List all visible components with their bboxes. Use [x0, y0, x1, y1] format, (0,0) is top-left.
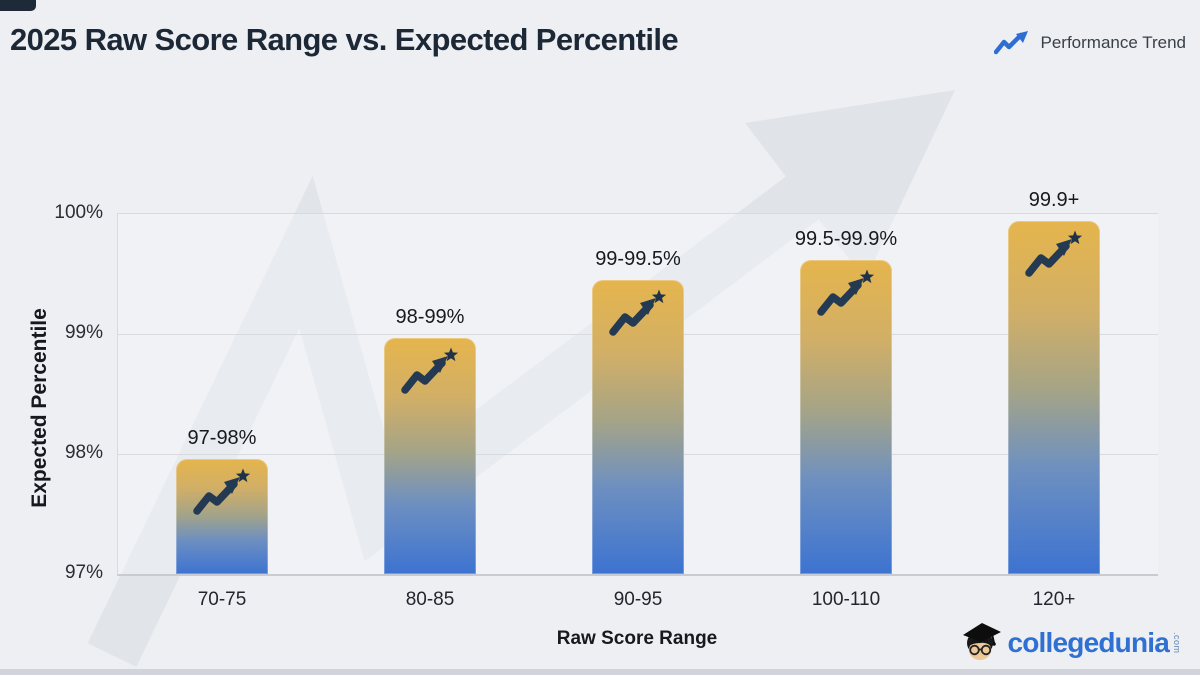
bar-column: 99.5-99.9% 100-110	[795, 228, 897, 610]
bar-value-label: 97-98%	[187, 427, 257, 449]
legend-label: Performance Trend	[1040, 33, 1186, 52]
trend-arrow-icon	[994, 31, 1029, 55]
y-tick-label: 97%	[64, 562, 103, 583]
legend: Performance Trend	[994, 30, 1186, 56]
brand-suffix: .com	[1172, 632, 1182, 654]
bar-column: 99.9+ 120+	[1008, 189, 1100, 610]
bar	[800, 260, 892, 574]
x-tick-label: 80-85	[405, 589, 455, 610]
bar	[176, 459, 268, 574]
x-axis-title: Raw Score Range	[556, 628, 718, 649]
bar	[592, 280, 684, 574]
x-tick-label: 90-95	[613, 589, 663, 610]
brand-name: collegedunia	[1007, 627, 1169, 658]
y-tick-label: 100%	[54, 202, 103, 223]
trend-arrow-star-icon	[1025, 230, 1083, 277]
y-tick-label: 99%	[64, 322, 103, 343]
bar	[1008, 221, 1100, 574]
bar-column: 97-98% 70-75	[176, 427, 268, 610]
bar	[384, 338, 476, 574]
bar-value-label: 99.5-99.9%	[794, 228, 898, 250]
bar-column: 98-99% 80-85	[384, 306, 476, 610]
brand-logo: collegedunia .com	[962, 619, 1182, 667]
plot-area: 97-98% 70-75 98-99% 80-85 99-99.5% 90-95 99…	[117, 189, 1158, 610]
page-title: 2025 Raw Score Range vs. Expected Percen…	[10, 22, 679, 57]
y-tick-label: 98%	[64, 442, 103, 463]
bottom-edge-strip	[0, 669, 1200, 675]
x-tick-label: 100-110	[811, 589, 881, 610]
trend-arrow-star-icon	[401, 347, 459, 394]
x-tick-label: 70-75	[197, 589, 247, 610]
graduate-mascot-icon	[963, 623, 1002, 660]
trend-arrow-star-icon	[817, 269, 875, 316]
bar-column: 99-99.5% 90-95	[592, 248, 684, 610]
trend-arrow-star-icon	[609, 289, 667, 336]
bar-value-label: 99.9+	[1028, 189, 1080, 211]
trend-arrow-star-icon	[193, 468, 251, 515]
x-tick-label: 120+	[1032, 589, 1076, 610]
corner-mark	[0, 0, 36, 11]
bar-value-label: 98-99%	[395, 306, 465, 328]
bar-value-label: 99-99.5%	[595, 248, 681, 270]
